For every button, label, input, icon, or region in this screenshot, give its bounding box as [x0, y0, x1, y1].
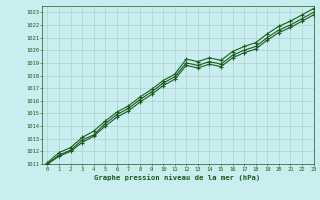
X-axis label: Graphe pression niveau de la mer (hPa): Graphe pression niveau de la mer (hPa) [94, 174, 261, 181]
